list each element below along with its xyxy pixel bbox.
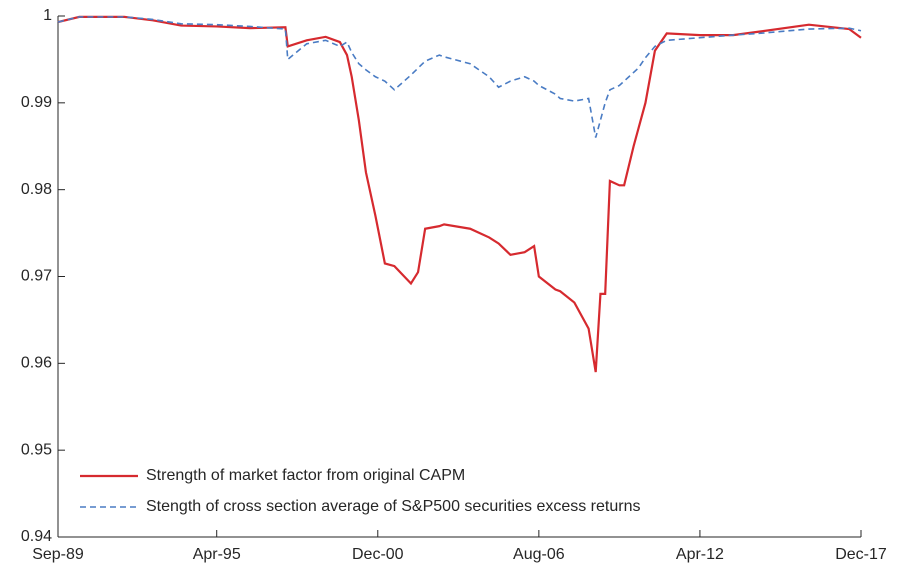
x-tick-label: Aug-06 (513, 546, 565, 563)
legend-label: Strength of market factor from original … (146, 467, 465, 484)
series-line (57, 15, 862, 373)
y-tick-label: 0.97 (21, 268, 52, 285)
y-tick-label: 0.95 (21, 441, 52, 458)
series-line (57, 16, 862, 138)
y-tick-label: 0.99 (21, 94, 52, 111)
x-tick-label: Apr-12 (676, 546, 724, 563)
x-tick-label: Sep-89 (32, 546, 84, 563)
y-tick-label: 0.94 (21, 528, 52, 545)
x-tick-label: Dec-00 (352, 546, 404, 563)
y-tick-label: 0.96 (21, 355, 52, 372)
y-tick-label: 1 (43, 7, 52, 24)
y-tick-label: 0.98 (21, 181, 52, 198)
x-tick-label: Apr-95 (193, 546, 241, 563)
x-tick-label: Dec-17 (835, 546, 887, 563)
legend-label: Stength of cross section average of S&P5… (146, 498, 640, 515)
